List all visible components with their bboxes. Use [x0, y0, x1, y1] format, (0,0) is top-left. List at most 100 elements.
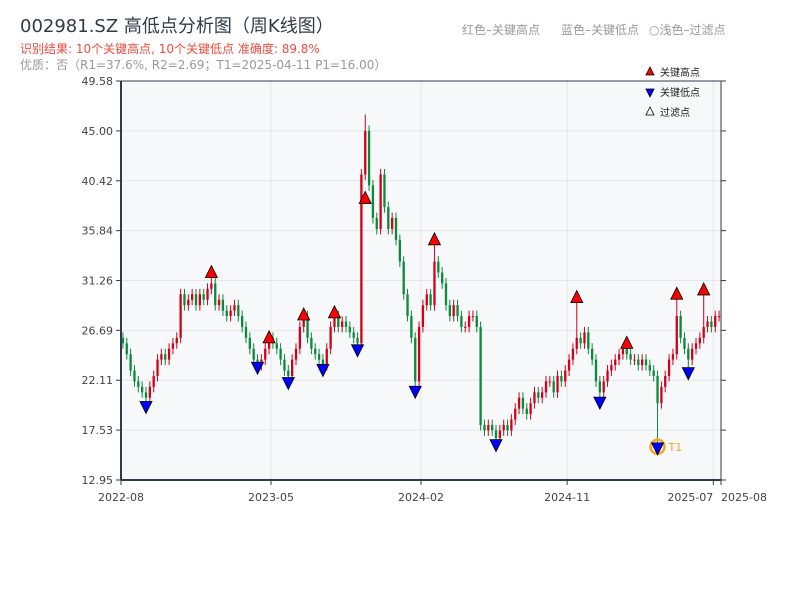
candle-body — [579, 337, 582, 344]
candle-body — [664, 375, 667, 387]
x-tick-label: 2024-02 — [398, 491, 444, 504]
y-tick-label: 49.58 — [82, 75, 114, 88]
candle-body — [379, 174, 382, 229]
candle-body — [610, 365, 613, 371]
candle-body — [694, 343, 698, 349]
candle-body — [194, 294, 198, 306]
candle-body — [167, 348, 171, 360]
key-low-marker — [593, 396, 607, 411]
legend-marker-icon — [645, 106, 655, 116]
candle-body — [221, 299, 225, 311]
candle-body — [433, 261, 436, 306]
candle-body — [441, 272, 444, 284]
candle-body — [402, 261, 405, 295]
t1-label: T1 — [668, 441, 683, 454]
legend-marker-icon — [645, 66, 655, 76]
candle-body — [406, 294, 409, 317]
candle-body — [683, 337, 686, 349]
candle-body — [383, 174, 386, 208]
candle-body — [217, 299, 221, 306]
candle-body — [687, 348, 690, 360]
candle-body — [633, 359, 636, 361]
candle-body — [344, 321, 348, 327]
quality-summary: 优质：否（R1=37.6%, R2=2.69；T1=2025-04-11 P1=… — [20, 58, 387, 72]
candle-body — [244, 326, 248, 338]
candle-body — [237, 305, 240, 317]
candle-body — [164, 354, 167, 360]
legend-label: 关键高点 — [660, 66, 700, 79]
y-tick-label: 31.26 — [82, 275, 114, 288]
candle-body — [352, 332, 355, 338]
candle-body — [679, 316, 682, 338]
candle-body — [133, 370, 136, 382]
key-high-marker — [697, 282, 711, 296]
candle-body — [521, 397, 525, 409]
candle-body — [675, 316, 678, 355]
candle-body — [179, 294, 182, 338]
candle-body — [417, 326, 421, 382]
candle-body — [410, 316, 413, 338]
candle-body — [541, 392, 544, 398]
candle-body — [660, 386, 663, 404]
candle-body — [598, 381, 601, 393]
candle-body — [510, 419, 513, 431]
candle-body — [287, 370, 290, 376]
candle-body — [137, 381, 140, 387]
candle-body — [621, 348, 625, 355]
candle-body — [479, 326, 482, 425]
key-low-marker — [650, 442, 665, 456]
candle-body — [121, 337, 125, 344]
candle-body — [302, 316, 305, 327]
candle-body — [367, 130, 371, 186]
candle-body — [294, 348, 298, 360]
candle-body — [129, 354, 132, 371]
candle-body — [198, 294, 201, 306]
candle-body — [187, 299, 190, 306]
candle-body — [667, 359, 671, 376]
x-tick-label: 2024-11 — [544, 491, 590, 504]
candle-body — [421, 305, 425, 327]
candle-body — [710, 321, 713, 327]
candle-body — [444, 283, 448, 306]
key-low-marker — [316, 364, 330, 378]
candle-body — [356, 337, 359, 344]
x-tick-label: 2025-08 — [721, 491, 767, 504]
key-high-marker — [570, 289, 584, 303]
candle-body — [144, 392, 148, 398]
hint-blue: 蓝色–关键低点 — [561, 23, 640, 37]
key-high-marker — [620, 335, 634, 349]
candle-body — [671, 354, 675, 360]
candle-body — [310, 337, 313, 349]
candle-body — [202, 294, 205, 300]
candle-body — [229, 310, 232, 317]
candle-body — [333, 316, 336, 327]
candle-body — [560, 375, 563, 382]
candle-body — [375, 218, 378, 229]
candle-body — [264, 348, 267, 360]
candle-body — [706, 321, 709, 327]
candle-body — [283, 359, 286, 371]
candle-body — [702, 326, 705, 338]
y-tick-label: 40.42 — [82, 175, 114, 188]
candle-body — [629, 354, 632, 360]
candle-body — [614, 359, 617, 366]
candle-body — [275, 343, 278, 349]
candle-body — [391, 218, 394, 229]
candle-body — [314, 348, 317, 355]
candle-body — [483, 424, 486, 431]
candle-body — [625, 348, 628, 355]
candle-body — [617, 354, 621, 360]
candle-body — [306, 316, 309, 338]
candle-body — [291, 359, 294, 376]
key-low-marker — [250, 361, 265, 376]
candle-body — [317, 354, 321, 360]
candle-body — [552, 381, 555, 393]
candle-body — [587, 332, 590, 349]
candle-body — [514, 408, 517, 420]
y-tick-label: 12.95 — [82, 474, 114, 487]
candle-body — [325, 348, 328, 366]
candle-body — [656, 375, 659, 404]
candle-body — [241, 316, 244, 327]
